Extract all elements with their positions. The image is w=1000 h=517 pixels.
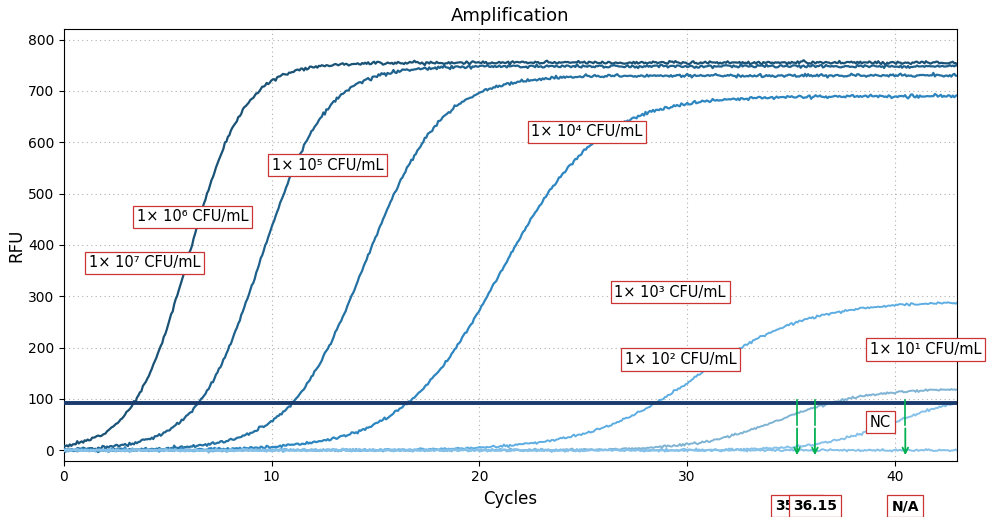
Text: 1× 10⁷ CFU/mL: 1× 10⁷ CFU/mL [89,255,200,270]
Y-axis label: RFU: RFU [7,228,25,262]
Text: 1× 10⁶ CFU/mL: 1× 10⁶ CFU/mL [137,209,248,224]
Text: 1× 10² CFU/mL: 1× 10² CFU/mL [625,352,736,367]
Text: 1× 10⁵ CFU/mL: 1× 10⁵ CFU/mL [272,158,383,173]
Text: 1× 10¹ CFU/mL: 1× 10¹ CFU/mL [870,342,981,357]
Text: 1× 10³ CFU/mL: 1× 10³ CFU/mL [614,285,726,300]
Text: 36.15: 36.15 [793,499,837,513]
Text: N/A: N/A [892,499,919,513]
Text: 1× 10⁴ CFU/mL: 1× 10⁴ CFU/mL [531,125,643,140]
Text: NC: NC [870,415,891,430]
Text: 35.29: 35.29 [775,499,819,513]
X-axis label: Cycles: Cycles [483,490,538,508]
Title: Amplification: Amplification [451,7,570,25]
